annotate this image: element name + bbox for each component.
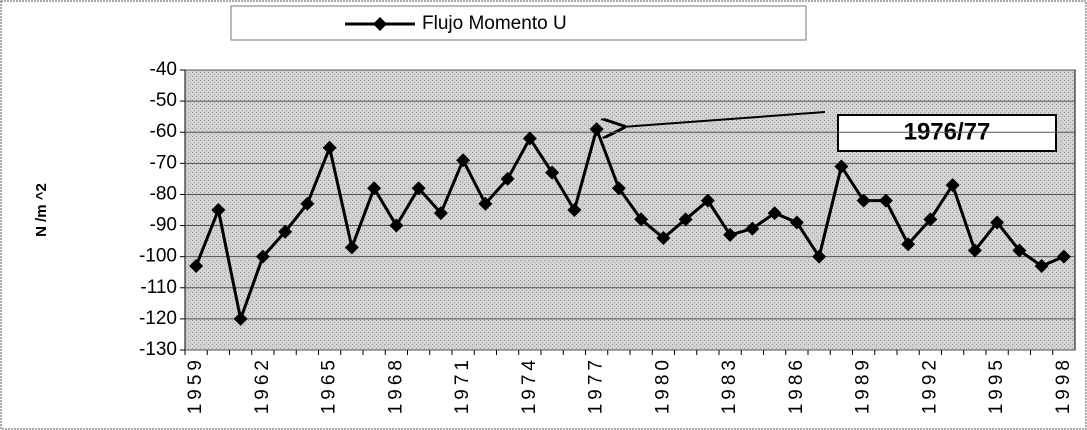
x-tick-label: 1959 bbox=[185, 356, 206, 414]
y-tick-label: -100 bbox=[139, 246, 177, 267]
point bbox=[990, 215, 1005, 230]
x-tick-label: 1989 bbox=[853, 356, 874, 414]
y-tick-label: -120 bbox=[139, 308, 177, 329]
point bbox=[767, 206, 782, 221]
point bbox=[211, 203, 226, 217]
y-tick-label: -50 bbox=[150, 90, 177, 111]
annotation-box bbox=[837, 114, 1057, 152]
point bbox=[233, 311, 248, 326]
point bbox=[700, 193, 715, 208]
x-tick-label: 1998 bbox=[1053, 356, 1074, 414]
annotation-arrow bbox=[622, 111, 826, 127]
x-tick-label: 1980 bbox=[652, 356, 673, 414]
y-tick-label: -90 bbox=[150, 215, 177, 236]
y-tick-label: -40 bbox=[150, 59, 177, 80]
point bbox=[567, 203, 582, 217]
point bbox=[967, 243, 982, 258]
legend bbox=[230, 5, 807, 41]
point bbox=[278, 224, 293, 239]
legend-marker bbox=[373, 17, 387, 31]
y-tick-label: -130 bbox=[139, 339, 177, 360]
legend-label: Flujo Momento U bbox=[422, 13, 567, 34]
y-tick-label: -60 bbox=[150, 121, 177, 142]
series-line bbox=[194, 124, 1065, 325]
point bbox=[478, 196, 493, 211]
point bbox=[1012, 243, 1027, 258]
point bbox=[255, 249, 270, 264]
point bbox=[189, 259, 204, 273]
point bbox=[367, 181, 382, 196]
x-tick-label: 1965 bbox=[319, 356, 340, 414]
point bbox=[344, 240, 359, 255]
x-tick-label: 1983 bbox=[719, 356, 740, 414]
point bbox=[745, 221, 760, 236]
y-tick-label: -80 bbox=[150, 183, 177, 204]
point bbox=[923, 212, 938, 227]
point bbox=[611, 181, 626, 196]
x-tick-label: 1971 bbox=[452, 356, 473, 414]
x-tick-label: 1986 bbox=[786, 356, 807, 414]
point bbox=[634, 212, 649, 227]
point bbox=[456, 153, 471, 168]
y-tick-label: -110 bbox=[140, 277, 177, 298]
point bbox=[812, 249, 827, 264]
y-axis-label: N /m ^2 bbox=[33, 183, 50, 237]
x-tick-label: 1995 bbox=[986, 356, 1007, 414]
point bbox=[589, 122, 604, 137]
point bbox=[901, 237, 916, 252]
point bbox=[656, 231, 671, 245]
x-tick-label: 1977 bbox=[586, 356, 607, 414]
point bbox=[878, 193, 893, 208]
point bbox=[411, 181, 426, 196]
point bbox=[522, 131, 537, 146]
y-tick-label: -70 bbox=[150, 152, 177, 173]
point bbox=[945, 178, 960, 193]
point bbox=[500, 171, 515, 186]
x-tick-label: 1962 bbox=[252, 356, 273, 414]
point bbox=[322, 140, 337, 155]
x-tick-label: 1992 bbox=[919, 356, 940, 414]
point bbox=[1034, 259, 1049, 273]
plot-area bbox=[184, 69, 1076, 351]
point bbox=[300, 196, 315, 211]
point bbox=[856, 193, 871, 208]
point bbox=[545, 165, 560, 180]
point bbox=[678, 212, 693, 227]
point bbox=[1056, 249, 1071, 264]
point bbox=[433, 206, 448, 221]
x-tick-label: 1968 bbox=[385, 356, 406, 414]
point bbox=[789, 215, 804, 230]
point bbox=[389, 218, 404, 233]
point bbox=[834, 159, 849, 174]
point bbox=[723, 227, 738, 242]
x-tick-label: 1974 bbox=[519, 356, 540, 414]
